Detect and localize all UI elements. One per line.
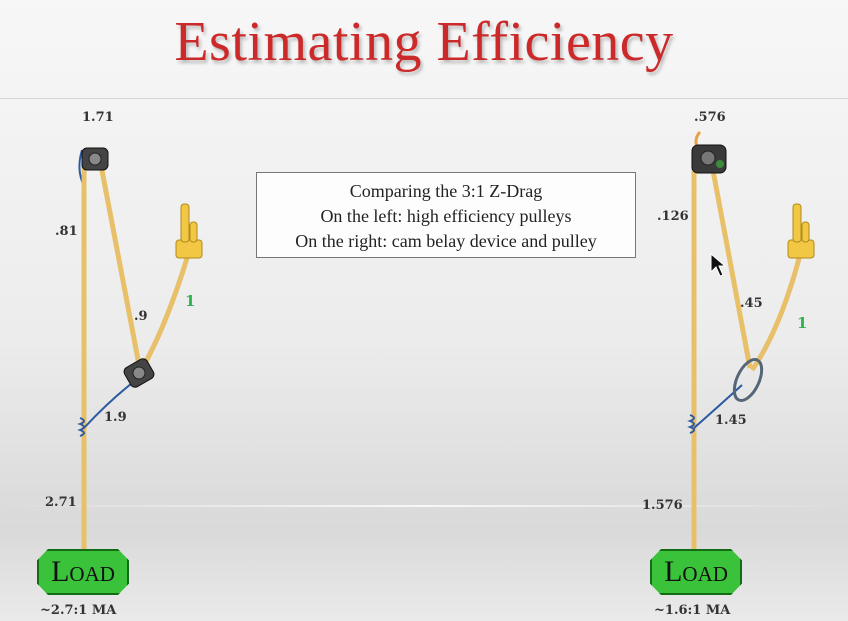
left-anchor-pulley-icon [81,147,109,171]
right-ma-label: ~1.6:1 MA [654,603,731,618]
left-load-rope-value: 2.71 [45,495,77,510]
title-divider [0,98,848,99]
left-prusik-value: 1.9 [104,410,127,425]
mouse-cursor-icon [710,252,727,277]
right-middle-leg-value: .45 [740,296,763,311]
left-pulling-hand-icon [175,203,203,259]
right-pull-rope [749,254,803,372]
caption-box: Comparing the 3:1 Z-Drag On the left: hi… [256,172,636,258]
right-anchor-leg-value: .126 [657,209,689,224]
right-carabiner-icon [732,358,764,402]
left-zdrag [77,147,203,555]
caption-line-2: On the left: high efficiency pulleys [320,206,572,226]
right-pull-value: 1 [797,314,808,332]
floor-highlight [0,505,848,507]
left-load-badge: Load [37,549,129,595]
right-prusik-wrap [687,414,695,434]
right-load-rope-value: 1.576 [642,498,683,513]
caption-line-1: Comparing the 3:1 Z-Drag [349,181,543,201]
left-anchor-value: 1.71 [82,110,114,125]
left-anchor-leg-value: .81 [55,224,78,239]
left-ma-label: ~2.7:1 MA [40,603,117,618]
right-pulling-hand-icon [787,203,815,259]
right-cam-device-icon [691,144,727,174]
right-anchor-value: .576 [694,110,726,125]
left-moving-pulley-icon [123,358,155,388]
left-pull-value: 1 [185,292,196,310]
left-middle-rope [97,159,143,371]
slide-title: Estimating Efficiency [174,11,674,73]
right-prusik-cord [693,384,743,429]
right-load-badge: Load [650,549,742,595]
right-prusik-value: 1.45 [715,413,747,428]
left-prusik-wrap [77,417,85,437]
right-zdrag [687,130,815,555]
caption-line-3: On the right: cam belay device and pulle… [295,231,597,251]
left-middle-leg-value: .9 [134,309,148,324]
right-middle-rope [709,164,753,369]
